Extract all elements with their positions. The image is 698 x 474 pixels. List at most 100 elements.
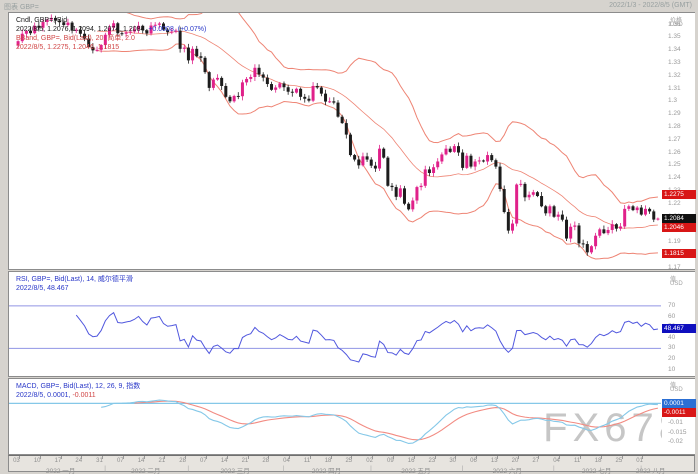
date-tick-label: 14 bbox=[137, 458, 145, 464]
rsi-tick-label: 10 bbox=[668, 365, 676, 373]
candle-legend-ohlc: 2022/8/5, 1.2076, 1.2094, 1.2074, 1.2084… bbox=[16, 26, 149, 33]
date-tick-label: 17 bbox=[54, 458, 62, 464]
rsi-tick-label: 20 bbox=[668, 355, 676, 363]
date-tick-mark bbox=[19, 456, 21, 459]
chart-date-range: 2022/1/3 - 2022/8/5 (GMT) bbox=[609, 2, 692, 9]
date-tick-label: 01 bbox=[636, 458, 643, 464]
bb-lower-price-label: 1.1815 bbox=[662, 248, 696, 258]
date-tick-label: 18 bbox=[324, 458, 332, 464]
rsi-legend: RSI, GBP=, Bid(Last), 14, 威尔德平滑 2022/8/5… bbox=[16, 275, 133, 293]
price-tick-label: 1.35 bbox=[668, 33, 681, 41]
date-tick-label: 09 bbox=[387, 458, 394, 464]
date-tick-mark bbox=[600, 456, 602, 459]
date-tick-label: 31 bbox=[96, 458, 103, 464]
date-tick-mark bbox=[143, 456, 145, 459]
price-tick-label: 1.36 bbox=[668, 20, 681, 28]
date-tick-mark bbox=[81, 456, 83, 459]
date-tick-label: 03 bbox=[13, 458, 20, 464]
month-separator: | bbox=[552, 465, 555, 472]
date-tick-mark bbox=[413, 456, 415, 459]
macd-tick-label: -0.02 bbox=[668, 438, 683, 446]
rsi-legend-value: 2022/8/5, 48.467 bbox=[16, 285, 69, 292]
date-tick-mark bbox=[372, 456, 374, 459]
macd-signal-value-label: -0.0011 bbox=[662, 407, 696, 417]
month-label: 2022 七月 bbox=[581, 468, 612, 474]
date-tick-label: 07 bbox=[116, 458, 124, 464]
date-tick-mark bbox=[351, 456, 353, 459]
macd-legend-signal-value: -0.0011 bbox=[72, 392, 96, 399]
date-tick-mark bbox=[579, 456, 581, 459]
macd-tick-label: -0.015 bbox=[668, 428, 687, 436]
month-separator: | bbox=[640, 465, 642, 472]
price-tick-label: 1.31 bbox=[668, 84, 681, 92]
date-tick-mark bbox=[247, 456, 249, 459]
macd-axis-header-2: USD bbox=[670, 387, 683, 393]
price-tick-label: 1.22 bbox=[668, 199, 681, 207]
date-tick-label: 18 bbox=[594, 458, 602, 464]
date-tick-label: 25 bbox=[345, 458, 353, 464]
date-tick-label: 16 bbox=[407, 458, 415, 464]
price-tick-label: 1.29 bbox=[668, 110, 681, 118]
month-label: 2022 三月 bbox=[220, 468, 250, 474]
rsi-tick-label: 30 bbox=[668, 344, 676, 352]
month-separator: | bbox=[104, 465, 106, 472]
month-label: 2022 一月 bbox=[45, 468, 76, 474]
last-price-label: 1.2084 bbox=[662, 214, 696, 224]
price-axis[interactable]: 价格 USD 1.36 1.35 1.34 1.33 1.32 1.31 1.3 1.29 1.… bbox=[662, 13, 696, 271]
date-tick-mark bbox=[517, 456, 519, 459]
date-tick-mark bbox=[476, 456, 478, 459]
month-label: 2022 二月 bbox=[131, 468, 161, 474]
date-tick-mark bbox=[621, 456, 623, 459]
price-tick-label: 1.19 bbox=[668, 238, 681, 246]
date-tick-mark bbox=[226, 456, 228, 459]
month-separator: | bbox=[370, 465, 372, 472]
bband-legend-title: BBand, GBP=, Bid(Last), 20, 简单, 2.0 bbox=[16, 35, 135, 42]
date-tick-label: 14 bbox=[220, 458, 228, 464]
month-label: 2022 八月 bbox=[635, 468, 666, 474]
price-tick-label: 1.34 bbox=[668, 46, 681, 54]
date-tick-label: 04 bbox=[553, 458, 560, 464]
date-tick-mark bbox=[164, 456, 166, 459]
date-tick-label: 21 bbox=[241, 458, 249, 464]
price-tick-label: 1.33 bbox=[668, 58, 681, 66]
price-tick-label: 1.24 bbox=[668, 174, 681, 182]
rsi-axis-header-1: 值 bbox=[670, 277, 677, 283]
time-axis[interactable]: 03 10 17 24 31 07 14 21 28 07 14 21 28 04 11 18 25 02 09 16… bbox=[8, 455, 695, 474]
price-axis-header-2: USD bbox=[670, 22, 683, 28]
price-legend: Cndl, GBP=, Bid 2022/8/5, 1.2076, 1.2094… bbox=[16, 16, 206, 52]
macd-legend-macd-value: 2022/8/5, 0.0001, bbox=[16, 392, 73, 399]
rsi-axis[interactable]: 值 USD 7060504030201048.467 bbox=[662, 272, 696, 376]
date-tick-mark bbox=[496, 456, 498, 459]
date-tick-mark bbox=[122, 456, 124, 459]
window-title: 图表 GBP= bbox=[4, 4, 39, 11]
candle-legend-change: +0.0008, (+0.07%) bbox=[148, 26, 207, 33]
month-separator: | bbox=[282, 465, 285, 472]
date-tick-label: 23 bbox=[428, 458, 436, 464]
price-tick-label: 1.3 bbox=[668, 97, 678, 105]
date-tick-label: 13 bbox=[490, 458, 498, 464]
date-tick-mark bbox=[39, 456, 41, 459]
date-tick-label: 24 bbox=[75, 458, 83, 464]
price-tick-label: 1.17 bbox=[668, 263, 681, 271]
macd-legend-title: MACD, GBP=, Bid(Last), 12, 26, 9, 指数 bbox=[16, 383, 141, 390]
bband-legend-values: 2022/8/5, 1.2275, 1.2046, 1.1815 bbox=[16, 44, 120, 51]
date-tick-label: 28 bbox=[262, 458, 270, 464]
rsi-value-label: 48.467 bbox=[662, 324, 696, 334]
date-tick-mark bbox=[330, 456, 332, 459]
month-separator: | bbox=[187, 465, 190, 472]
date-tick-label: 25 bbox=[615, 458, 623, 464]
rsi-tick-label: 60 bbox=[668, 312, 676, 320]
price-tick-label: 1.26 bbox=[668, 148, 681, 156]
rsi-legend-title: RSI, GBP=, Bid(Last), 14, 威尔德平滑 bbox=[16, 276, 133, 283]
date-tick-mark bbox=[60, 456, 62, 459]
price-tick-label: 1.28 bbox=[668, 122, 681, 130]
date-tick-mark bbox=[289, 456, 291, 459]
date-tick-mark bbox=[559, 456, 561, 459]
date-tick-label: 04 bbox=[283, 458, 290, 464]
date-tick-label: 02 bbox=[366, 458, 373, 464]
date-tick-mark bbox=[268, 456, 270, 459]
macd-axis[interactable]: 值 USD -0.005-0.01-0.015-0.020.0001-0.001… bbox=[662, 379, 696, 454]
price-axis-header-1: 价格 bbox=[670, 18, 683, 24]
price-tick-label: 1.32 bbox=[668, 71, 681, 79]
price-tick-label: 1.27 bbox=[668, 135, 681, 143]
